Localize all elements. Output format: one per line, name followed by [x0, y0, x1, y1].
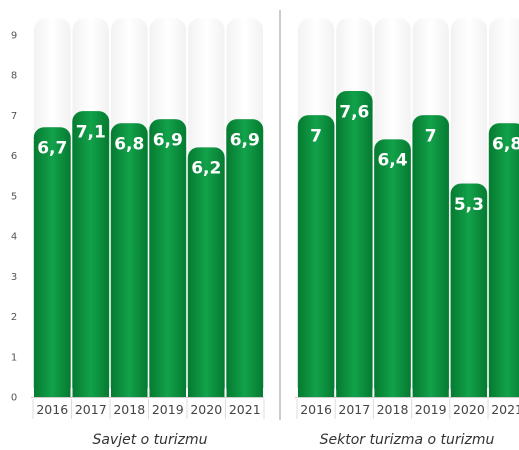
x-tick-label: 2016	[36, 402, 68, 417]
bar	[33, 127, 71, 398]
bar-base	[450, 385, 487, 397]
x-tick-label: 2021	[491, 402, 519, 417]
y-tick-label: 5	[11, 191, 17, 202]
data-label: 7	[425, 126, 437, 146]
y-tick-label: 2	[11, 312, 17, 323]
bar	[297, 115, 335, 398]
y-axis: 0 1 2 3 4 5 6 7 8 9	[11, 31, 17, 404]
y-tick-label: 9	[11, 31, 17, 42]
data-label: 6,8	[114, 134, 144, 154]
bar-base	[489, 385, 519, 397]
bar	[374, 139, 411, 398]
bar-base	[111, 385, 148, 397]
x-tick-label: 2018	[113, 402, 145, 417]
x-tick-label: 2019	[152, 402, 184, 417]
y-tick-label: 1	[11, 352, 17, 363]
bar	[226, 119, 264, 398]
x-tick-label: 2017	[75, 402, 107, 417]
bar-base	[374, 385, 411, 397]
bar	[110, 123, 148, 398]
bar-base	[336, 385, 373, 397]
x-tick-label: 2019	[415, 402, 447, 417]
bar-base	[72, 385, 109, 397]
bar-base	[149, 385, 186, 397]
data-label: 6,8	[492, 134, 519, 154]
bar	[72, 111, 110, 398]
data-label: 7,6	[339, 102, 369, 122]
data-label: 7	[310, 126, 322, 146]
x-tick-label: 2018	[377, 402, 409, 417]
data-label: 7,1	[76, 122, 106, 142]
x-tick-label: 2016	[300, 402, 332, 417]
panel-title: Sektor turizma o turizmu	[320, 432, 495, 448]
bar-base	[226, 385, 263, 397]
y-tick-label: 6	[11, 151, 17, 162]
x-tick-label: 2021	[229, 402, 261, 417]
data-label: 5,3	[454, 195, 484, 215]
x-tick-label: 2017	[338, 402, 370, 417]
data-label: 6,9	[153, 130, 183, 150]
data-label: 6,7	[37, 139, 67, 159]
y-tick-label: 8	[11, 71, 17, 82]
bar	[149, 119, 187, 398]
chart-panel-1: 6,7 7,1 6,8 6,9 6,2 6,9 2016 2017 2018 2019 2020 20…	[31, 18, 265, 448]
y-tick-label: 0	[11, 393, 17, 404]
bar	[488, 123, 519, 398]
x-tick-label: 2020	[453, 402, 485, 417]
bar-base	[34, 385, 71, 397]
bar-base	[188, 385, 225, 397]
chart-panel-2: 7 7,6 6,4 7 5,3 6,8 2016 2017 2018 2019 2020 2021 Se…	[295, 18, 519, 448]
bar-base	[298, 385, 335, 397]
data-label: 6,9	[230, 130, 260, 150]
y-tick-label: 7	[11, 111, 17, 122]
data-label: 6,4	[377, 151, 407, 171]
bar-base	[412, 385, 449, 397]
y-tick-label: 3	[11, 272, 17, 283]
bar	[412, 115, 450, 398]
y-tick-label: 4	[11, 232, 17, 243]
bar	[450, 183, 488, 398]
x-tick-label: 2020	[190, 402, 222, 417]
data-label: 6,2	[191, 159, 221, 179]
bar	[335, 91, 373, 398]
bar	[187, 147, 225, 398]
panel-title: Savjet o turizmu	[92, 432, 207, 448]
